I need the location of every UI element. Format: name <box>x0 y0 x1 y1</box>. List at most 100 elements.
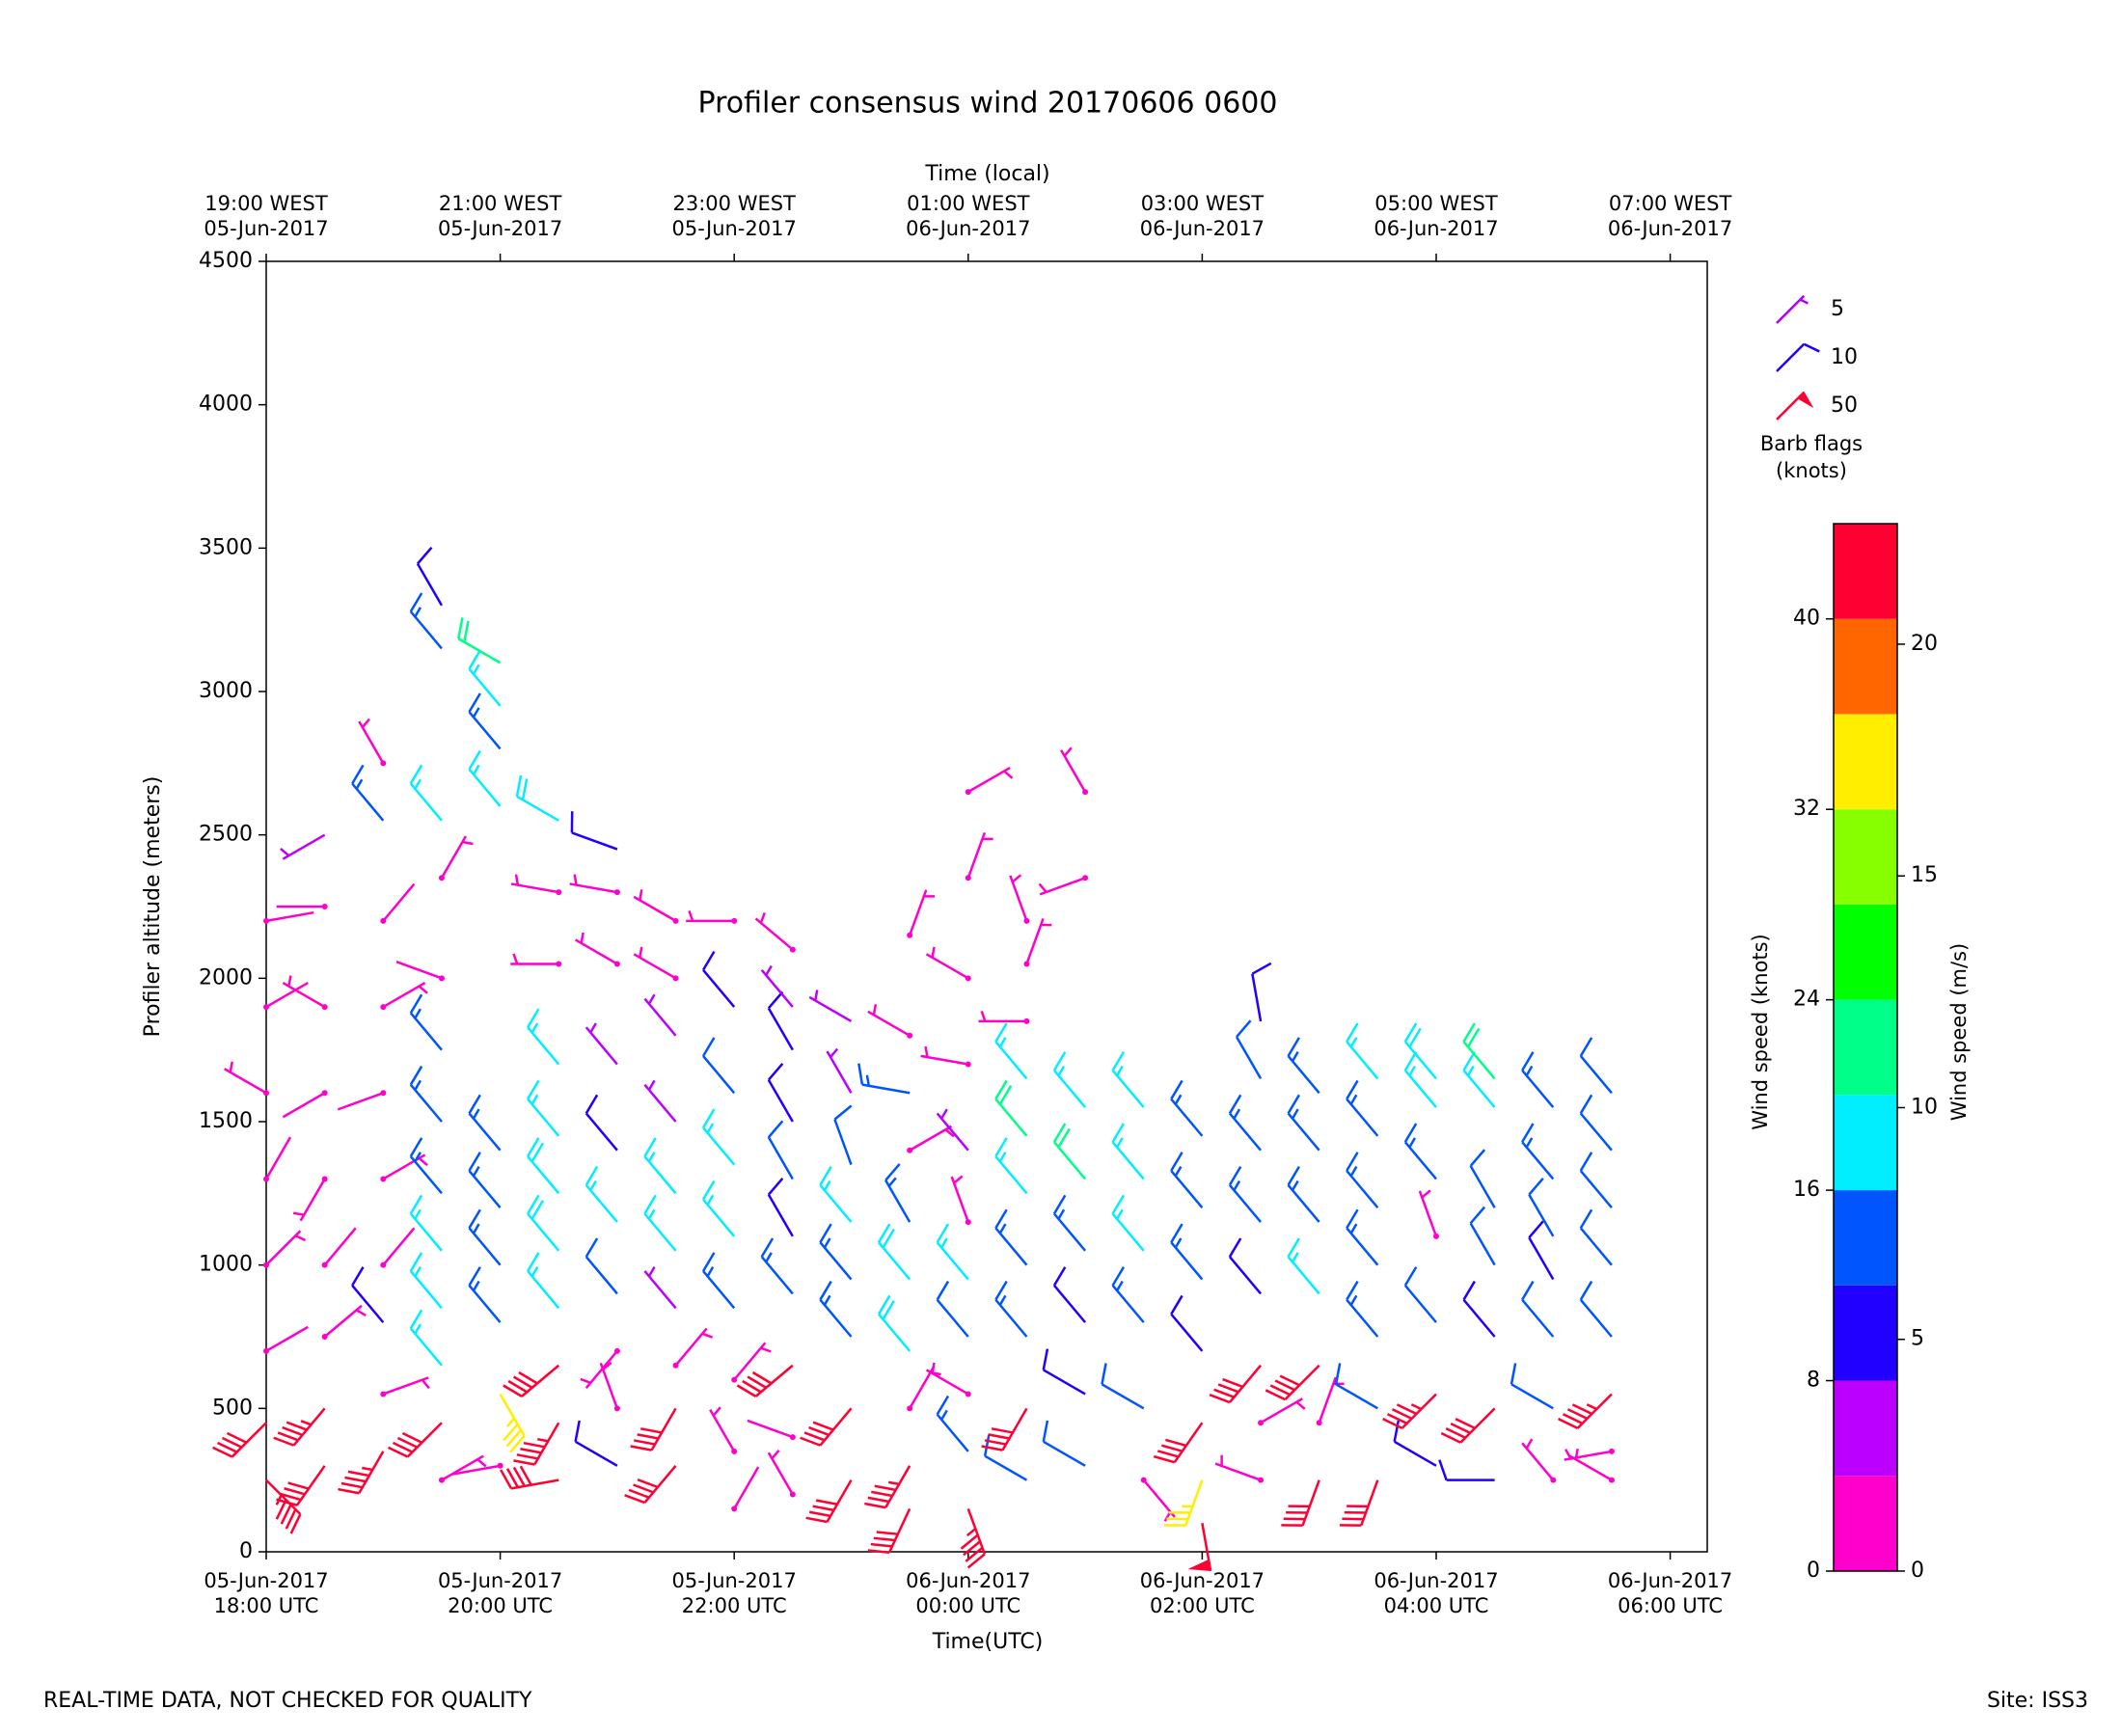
wind-barb <box>709 1406 738 1454</box>
barb-staff <box>819 1183 853 1223</box>
x2-tick-label: 23:00 WEST <box>673 192 797 215</box>
calm-dot <box>1140 1477 1147 1483</box>
barb-staff <box>1403 1070 1437 1108</box>
barb-staff <box>282 1092 326 1119</box>
barb-line <box>285 1508 297 1530</box>
barb-staff <box>409 1212 443 1252</box>
barb-half <box>765 964 773 976</box>
barb-half <box>472 1223 480 1234</box>
barb-line <box>803 1431 826 1442</box>
barb-line <box>701 1180 716 1201</box>
wind-barb <box>1009 874 1030 924</box>
barb-staff <box>282 833 326 860</box>
barb-staff <box>416 562 444 607</box>
barb-line <box>1450 1423 1471 1434</box>
barb-staff <box>1418 1190 1438 1237</box>
calm-dot <box>672 1362 679 1369</box>
barb-line <box>1469 1149 1486 1167</box>
barb-line <box>1265 1389 1286 1401</box>
barb-staff <box>709 1409 736 1452</box>
calm-dot <box>321 1176 328 1182</box>
colorbar-tick-label-2: 10 <box>1911 1095 1938 1119</box>
barb-line <box>1557 1418 1579 1429</box>
barb-line <box>1403 1051 1418 1071</box>
barb-line <box>409 1065 423 1086</box>
wind-barb <box>877 1294 911 1352</box>
barb-half <box>530 1094 539 1105</box>
barb-staff <box>1214 1462 1262 1481</box>
colorbar-tick-label-2: 5 <box>1911 1327 1924 1351</box>
barb-half <box>1003 770 1014 779</box>
barb-half <box>292 1211 305 1216</box>
legend-title: Barb flags <box>1760 432 1863 455</box>
wind-barb <box>701 1037 736 1095</box>
barb-half <box>1349 1165 1358 1177</box>
barb-staff <box>358 720 385 764</box>
barb-staff <box>1579 1055 1613 1095</box>
wind-barb <box>701 1180 736 1237</box>
barb-line <box>988 1433 1010 1440</box>
barb-line <box>874 1484 896 1492</box>
barb-half <box>1295 1400 1306 1410</box>
colorbar-band <box>1834 809 1897 905</box>
wind-barb <box>282 1090 328 1119</box>
barb-line <box>1170 1152 1183 1172</box>
barb-staff <box>1170 1241 1204 1281</box>
barb-staff <box>468 667 502 707</box>
wind-barb <box>736 1364 794 1397</box>
barb-line <box>512 1375 533 1389</box>
barb-staff <box>994 1041 1028 1080</box>
wind-barb <box>263 910 314 924</box>
wind-barb <box>380 1376 430 1397</box>
barb-staff <box>1510 1383 1554 1410</box>
calm-dot <box>263 1261 269 1268</box>
barb-half <box>701 1332 714 1339</box>
barb-staff <box>950 1176 969 1223</box>
wind-barb <box>292 1176 328 1222</box>
barb-line <box>340 1481 364 1489</box>
wind-barb <box>380 1227 416 1268</box>
wind-barb <box>767 1063 794 1123</box>
barb-half <box>580 1377 591 1384</box>
barb-line <box>1228 1165 1242 1186</box>
barb-staff <box>527 1155 560 1195</box>
wind-barb <box>686 909 738 924</box>
barb-staff <box>585 1350 618 1389</box>
wind-barb <box>510 953 562 967</box>
barb-staff <box>1462 1070 1496 1108</box>
wind-barb <box>263 981 309 1011</box>
barb-line <box>736 1384 757 1397</box>
barb-line <box>347 1470 370 1478</box>
barb-line <box>882 1300 895 1320</box>
wind-barb <box>701 1252 736 1310</box>
barb-line <box>1156 1450 1180 1458</box>
wind-barb <box>1023 918 1052 967</box>
barb-line <box>984 1439 1007 1446</box>
wind-barb <box>499 1393 526 1453</box>
barb-line <box>1160 1444 1183 1452</box>
x2-tick-label: 01:00 WEST <box>907 192 1030 215</box>
barb-staff <box>585 1256 618 1295</box>
wind-barb <box>978 1011 1030 1024</box>
calm-dot <box>1432 1233 1439 1239</box>
barb-staff <box>1025 918 1045 964</box>
barb-staff <box>819 1407 853 1447</box>
barb-line <box>468 1208 481 1230</box>
calm-dot <box>613 889 620 896</box>
wind-barb <box>1346 1022 1379 1080</box>
barb-line <box>500 1469 513 1489</box>
barb-line <box>936 1223 950 1243</box>
colorbar-tick-label: 0 <box>1807 1559 1820 1583</box>
barb-staff <box>585 1183 618 1223</box>
calm-dot <box>497 1462 503 1469</box>
barb-line <box>1052 1123 1067 1143</box>
barb-line <box>808 1510 831 1518</box>
wind-barb <box>633 889 679 924</box>
x-axis-label: Time(UTC) <box>932 1630 1044 1654</box>
barb-line <box>867 1496 889 1504</box>
barb-line <box>1274 1379 1295 1392</box>
barb-half <box>1349 1094 1358 1105</box>
barb-line <box>409 592 423 612</box>
wind-barb <box>1228 1237 1262 1295</box>
wind-barb <box>380 882 416 924</box>
